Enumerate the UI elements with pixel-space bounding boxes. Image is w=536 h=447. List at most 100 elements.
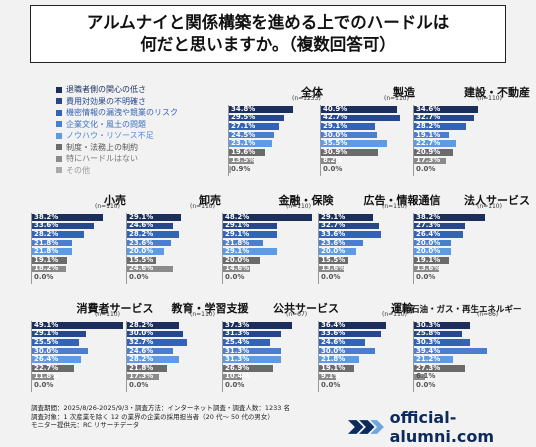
bar (414, 356, 454, 364)
bar-value-label: 37.3% (225, 320, 250, 329)
legend: 退職者側の関心の低さ 費用対効果の不明確さ 機密情報の漏洩や競業のリスク 企業文… (56, 84, 178, 176)
bar-value-label: 28.2% (34, 230, 59, 238)
bar (414, 106, 478, 113)
bar (32, 214, 103, 221)
bar-value-label: 8.2% (323, 156, 343, 165)
bar (127, 214, 181, 221)
bar-value-label: 26.4% (34, 355, 59, 364)
bar-value-label: 35.5% (323, 139, 348, 148)
bar (223, 347, 281, 355)
legend-swatch (56, 86, 62, 93)
panel-title: 運輸 (391, 302, 413, 315)
bar (321, 140, 387, 148)
legend-item: 制度・法務上の制約 (56, 142, 178, 154)
bar-value-label: 32.7% (321, 221, 346, 230)
panel-axis (228, 105, 229, 176)
bar (321, 157, 337, 165)
bar (32, 322, 123, 329)
legend-item: 特にハードルはない (56, 153, 178, 165)
panel-sample-size: (n=110) (95, 311, 120, 318)
bar (223, 222, 277, 230)
legend-item: ノウハウ・リソース不足 (56, 130, 178, 142)
panel-sample-size: (n=110) (190, 311, 215, 318)
legend-swatch (56, 98, 62, 105)
bar (414, 114, 475, 122)
bar-value-label: 26.4% (416, 230, 441, 238)
bar (229, 114, 284, 122)
bar (223, 330, 281, 338)
bar-value-label: 29.1% (323, 122, 348, 130)
bar-value-label: 13.6% (416, 264, 441, 273)
bar (319, 257, 348, 264)
bar-value-label: 0.9% (231, 165, 251, 173)
bar-value-label: 28.2% (129, 320, 154, 329)
bar (414, 123, 467, 130)
footer-period: 調査期間：2025/8/26-2025/9/3・調査方法：インターネット調査・調… (31, 404, 290, 412)
bar-value-label: 0.0% (129, 273, 149, 281)
bar (414, 322, 471, 329)
bar (414, 257, 450, 264)
bar-value-label: 9.1% (321, 372, 341, 381)
panel-axis (222, 213, 223, 284)
bar-value-label: 13.5% (231, 156, 256, 165)
bar (319, 265, 345, 273)
bar-value-label: 31.3% (225, 329, 250, 338)
panel-sample-size: (n=110) (477, 203, 502, 210)
panel-sample-size: (n=66) (477, 311, 499, 318)
panel-sample-size: (n=110) (95, 203, 120, 210)
panel-sample-size: (n=110) (286, 203, 311, 210)
bar (32, 222, 95, 230)
panel-sample-size: (n=1233) (292, 95, 321, 102)
bar-value-label: 27.3% (416, 221, 441, 230)
bar (319, 214, 373, 221)
bar (127, 330, 183, 338)
legend-label: ノウハウ・リソース不足 (66, 131, 154, 141)
bar (321, 106, 397, 113)
bar-value-label: 19.1% (416, 255, 441, 264)
bar-value-label: 22.7% (34, 363, 59, 372)
bar-value-label: 24.6% (129, 264, 154, 273)
bar-value-label: 0.0% (34, 381, 54, 389)
legend-label: 退職者側の関心の低さ (66, 85, 146, 95)
bar-value-label: 30.0% (129, 329, 154, 338)
bar-value-label: 25.4% (225, 338, 250, 346)
bar (32, 373, 54, 381)
panel-title: 教育・学習支援 (171, 302, 249, 315)
bar-value-label: 23.6% (321, 238, 346, 247)
bar (127, 248, 164, 256)
panel-axis (320, 105, 321, 176)
bar (319, 239, 363, 247)
bar-value-label: 23.6% (129, 238, 154, 247)
bar-value-label: 19.1% (34, 255, 59, 264)
bar-value-label: 15.5% (129, 255, 154, 264)
bar-value-label: 0.0% (323, 165, 343, 173)
bar (223, 373, 243, 381)
bar (223, 356, 281, 364)
bar-value-label: 0.0% (416, 165, 436, 173)
bar-value-label: 0.0% (129, 381, 149, 389)
bar (229, 131, 275, 139)
bar (127, 322, 180, 329)
legend-swatch (56, 109, 62, 116)
bar (319, 231, 382, 238)
bar-value-label: 34.6% (416, 104, 441, 113)
bar (32, 347, 88, 355)
panel-axis (31, 321, 32, 392)
bar (319, 330, 382, 338)
bar-value-label: 27.3% (416, 363, 441, 372)
panel-title: 小売 (104, 194, 126, 207)
bar (32, 330, 86, 338)
bar (414, 347, 487, 355)
bar-value-label: 33.6% (321, 230, 346, 238)
bar-value-label: 38.2% (34, 212, 59, 221)
survey-footer: 調査期間：2025/8/26-2025/9/3・調査方法：インターネット調査・調… (31, 404, 290, 430)
legend-swatch (56, 167, 62, 174)
bar-value-label: 32.7% (416, 113, 441, 122)
bar-value-label: 30.0% (34, 346, 59, 355)
bar (223, 339, 270, 346)
legend-swatch (56, 132, 62, 139)
bar-value-label: 28.2% (129, 230, 154, 238)
legend-item: 機密情報の漏洩や競業のリスク (56, 107, 178, 119)
bar (414, 140, 456, 148)
bar-value-label: 36.4% (321, 320, 346, 329)
